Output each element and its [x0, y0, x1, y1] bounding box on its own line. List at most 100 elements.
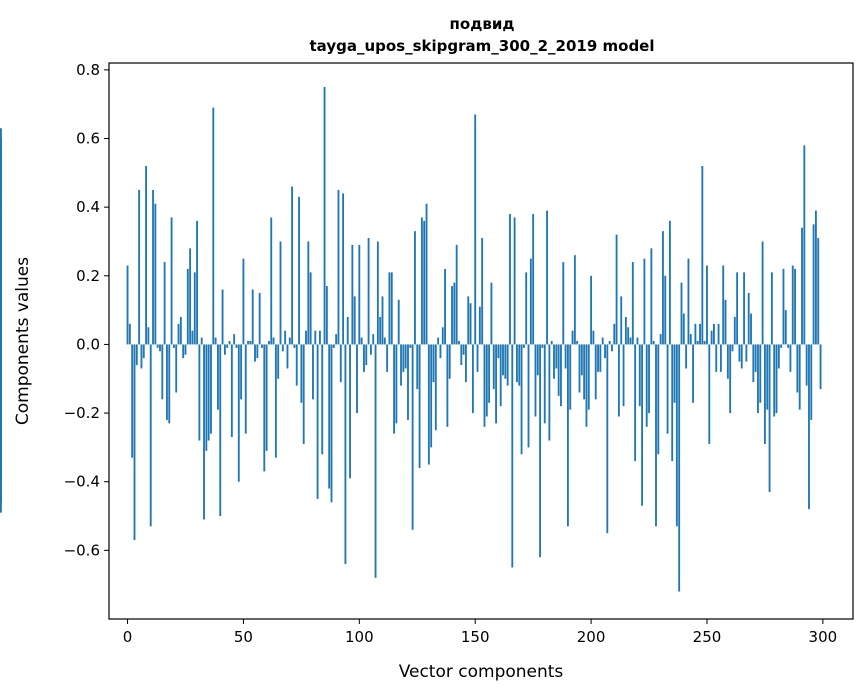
bar-112 [386, 344, 389, 372]
bar-240 [682, 313, 685, 345]
bar-105 [369, 344, 372, 355]
bar-223 [643, 258, 646, 345]
bar-247 [699, 323, 701, 345]
bar-25 [184, 344, 187, 355]
bar-162 [502, 344, 504, 376]
bar-260 [729, 344, 732, 414]
bar-214 [622, 344, 625, 407]
bar-145 [462, 344, 465, 355]
bar-348 [0, 344, 2, 427]
bar-29 [193, 272, 196, 345]
bar-21 [175, 344, 178, 393]
bar-137 [444, 268, 447, 345]
bar-264 [738, 344, 741, 362]
bar-38 [214, 337, 217, 345]
bar-8 [145, 165, 148, 345]
bar-120 [404, 344, 407, 369]
bar-291 [801, 227, 803, 345]
bar-252 [710, 330, 713, 345]
bar-159 [495, 344, 497, 424]
bar-0 [126, 265, 129, 345]
bar-186 [557, 344, 560, 396]
bar-227 [652, 341, 655, 345]
bar-98 [353, 296, 356, 345]
bar-272 [757, 344, 759, 414]
bar-104 [367, 238, 370, 345]
bar-165 [509, 214, 511, 345]
bar-22 [177, 323, 180, 345]
bar-299 [819, 344, 822, 390]
bar-169 [518, 344, 521, 386]
bar-83 [318, 330, 321, 345]
bar-82 [316, 344, 319, 499]
bar-94 [344, 344, 347, 565]
x-tick-label: 250 [693, 628, 722, 646]
bar-67 [281, 344, 284, 352]
bar-51 [244, 344, 247, 434]
bar-196 [580, 344, 583, 376]
bar-239 [680, 282, 683, 345]
bar-180 [543, 344, 546, 424]
bar-113 [388, 272, 391, 345]
bar-88 [330, 344, 333, 503]
bar-279 [773, 344, 776, 417]
bar-278 [770, 272, 773, 345]
bar-288 [794, 268, 796, 345]
bar-136 [441, 327, 444, 345]
bar-215 [624, 316, 627, 345]
bar-218 [631, 262, 634, 345]
bar-284 [784, 310, 787, 345]
x-tick-label: 50 [234, 628, 253, 646]
y-axis-label: Components values [13, 257, 33, 425]
bar-242 [687, 258, 690, 345]
bar-128 [423, 220, 426, 345]
bar-236 [673, 344, 676, 403]
bar-57 [258, 292, 261, 345]
bar-99 [356, 344, 358, 414]
bar-175 [532, 214, 535, 345]
bar-234 [668, 220, 671, 345]
bar-210 [613, 323, 616, 345]
bar-255 [717, 323, 720, 345]
bar-80 [312, 344, 314, 400]
bar-5 [138, 189, 141, 345]
bar-248 [701, 165, 704, 345]
bar-2 [131, 344, 134, 458]
y-tick-label: 0.8 [76, 61, 100, 79]
bar-139 [448, 344, 451, 379]
bar-258 [724, 299, 727, 345]
bar-91 [337, 189, 340, 345]
bar-114 [390, 272, 393, 345]
bar-168 [515, 344, 518, 383]
bar-74 [298, 196, 300, 345]
bar-17 [166, 344, 168, 420]
bar-97 [351, 244, 354, 345]
bar-35 [207, 344, 210, 441]
bar-28 [191, 330, 194, 345]
bar-253 [713, 323, 715, 345]
bar-262 [733, 316, 736, 345]
bar-289 [796, 344, 799, 393]
bar-3 [133, 344, 136, 541]
bar-56 [256, 344, 259, 359]
bar-273 [759, 344, 762, 403]
bar-117 [397, 299, 400, 345]
bar-87 [328, 344, 331, 489]
bar-343 [0, 128, 2, 345]
bar-131 [430, 344, 433, 448]
bar-124 [414, 231, 416, 345]
bar-48 [237, 344, 240, 482]
bar-53 [249, 341, 252, 345]
bar-275 [763, 344, 766, 444]
x-axis-label: Vector components [399, 662, 564, 682]
bar-249 [703, 341, 706, 345]
bar-232 [664, 275, 667, 345]
bar-152 [478, 306, 481, 345]
bar-246 [696, 341, 699, 345]
bar-250 [706, 265, 708, 345]
bar-130 [427, 344, 430, 465]
bar-96 [349, 344, 351, 479]
bar-181 [546, 210, 548, 345]
bar-281 [777, 344, 780, 369]
